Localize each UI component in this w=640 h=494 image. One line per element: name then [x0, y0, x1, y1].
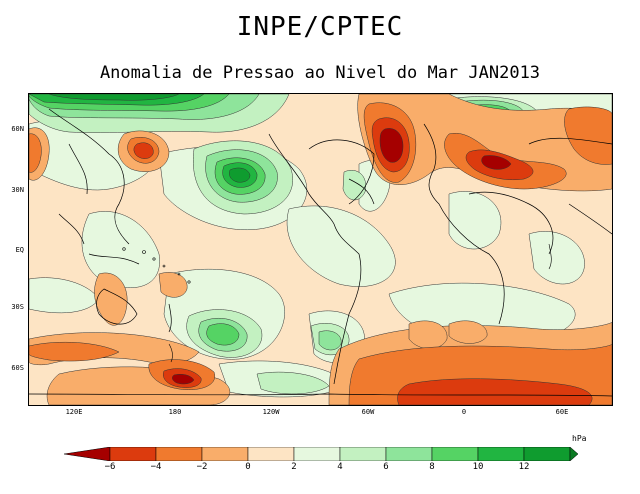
colorbar-swatch-5 — [293, 447, 341, 461]
colorbar-label-10: 10 — [472, 462, 484, 472]
colorbar-unit: hPa — [572, 434, 587, 443]
colorbar-label-2: 2 — [291, 462, 297, 472]
colorbar-label-4: 4 — [337, 462, 343, 472]
colorbar-swatch-2 — [155, 447, 203, 461]
lat-label-30n: 30N — [11, 186, 24, 194]
colorbar-swatch-8 — [431, 447, 479, 461]
colorbar-label-neg2: −2 — [196, 462, 208, 472]
colorbar-swatch-1 — [109, 447, 157, 461]
colorbar-label-0: 0 — [245, 462, 251, 472]
colorbar-label-neg6: −6 — [104, 462, 116, 472]
colorbar-label-6: 6 — [383, 462, 389, 472]
colorbar-swatch-9 — [477, 447, 525, 461]
colorbar-label-neg4: −4 — [150, 462, 162, 472]
lon-label-60w: 60W — [361, 408, 375, 416]
lon-label-60e: 60E — [555, 408, 569, 416]
colorbar-swatch-7 — [385, 447, 433, 461]
coastlines — [29, 108, 612, 397]
negative-anomaly-strong — [172, 128, 512, 385]
lon-label-180: 180 — [168, 408, 182, 416]
map-subtitle: Anomalia de Pressao ao Nivel do Mar JAN2… — [99, 63, 541, 83]
colorbar-swatch-0 — [64, 447, 111, 461]
pressure-anomaly-map — [28, 93, 613, 406]
lat-label-60n: 60N — [11, 125, 24, 133]
lat-label-30s: 30S — [11, 303, 24, 311]
lat-label-eq: EQ — [15, 246, 24, 254]
lat-label-60s: 60S — [11, 364, 24, 372]
colorbar — [64, 447, 578, 461]
islands — [122, 243, 552, 363]
anomaly-field — [29, 94, 612, 405]
lon-label-120e: 120E — [65, 408, 83, 416]
colorbar-label-12: 12 — [518, 462, 530, 472]
colorbar-swatch-4 — [247, 447, 295, 461]
colorbar-swatch-11 — [569, 447, 578, 461]
lon-label-120w: 120W — [262, 408, 280, 416]
colorbar-swatch-3 — [201, 447, 249, 461]
lon-label-0: 0 — [461, 408, 467, 416]
colorbar-swatch-6 — [339, 447, 387, 461]
colorbar-swatch-10 — [523, 447, 571, 461]
positive-anomaly-strong — [29, 94, 258, 188]
page-title: INPE/CPTEC — [236, 12, 404, 42]
colorbar-label-8: 8 — [429, 462, 435, 472]
